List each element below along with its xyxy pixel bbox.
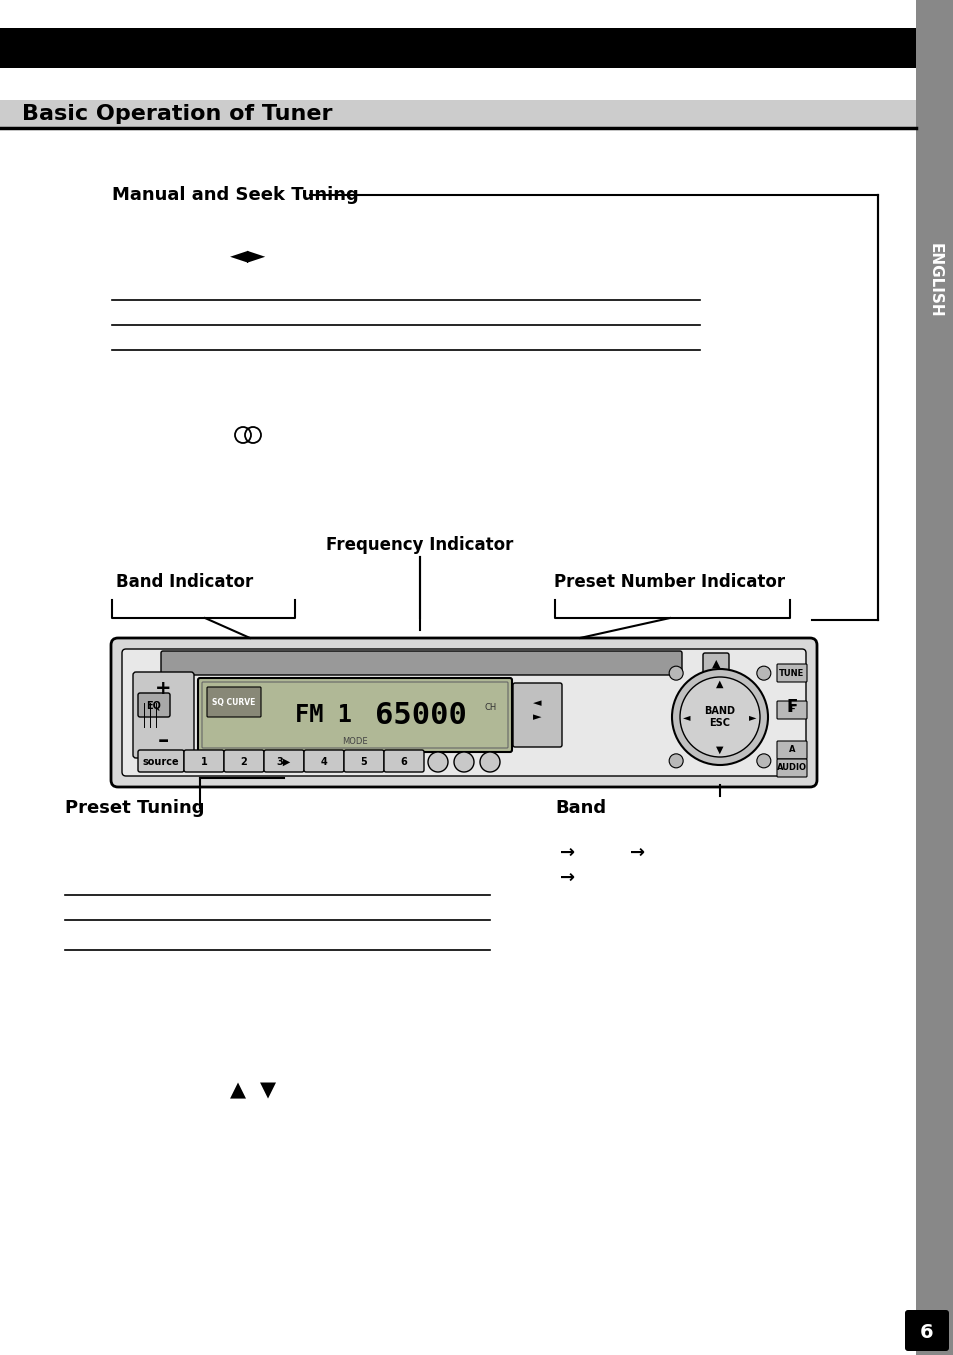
Text: Frequency Indicator: Frequency Indicator bbox=[326, 537, 513, 554]
Text: A: A bbox=[788, 745, 795, 755]
Text: ►: ► bbox=[532, 711, 540, 722]
Circle shape bbox=[668, 667, 682, 680]
Text: F: F bbox=[788, 706, 794, 714]
FancyBboxPatch shape bbox=[776, 664, 806, 682]
Text: TUNE: TUNE bbox=[779, 668, 803, 678]
Text: →: → bbox=[629, 844, 644, 862]
FancyBboxPatch shape bbox=[776, 759, 806, 776]
Text: ◄: ◄ bbox=[682, 711, 690, 722]
FancyBboxPatch shape bbox=[904, 1310, 948, 1351]
FancyBboxPatch shape bbox=[264, 751, 304, 772]
Circle shape bbox=[756, 753, 770, 768]
Text: ◄►: ◄► bbox=[230, 243, 266, 267]
FancyBboxPatch shape bbox=[513, 683, 561, 747]
Text: CH: CH bbox=[484, 702, 497, 711]
Text: ▲: ▲ bbox=[716, 679, 723, 688]
Text: →: → bbox=[559, 869, 575, 888]
Text: 1: 1 bbox=[200, 757, 207, 767]
Text: ◄: ◄ bbox=[532, 698, 540, 709]
FancyBboxPatch shape bbox=[776, 741, 806, 759]
FancyBboxPatch shape bbox=[224, 751, 264, 772]
Text: ▼: ▼ bbox=[260, 1080, 275, 1100]
FancyBboxPatch shape bbox=[111, 638, 816, 787]
Text: 2: 2 bbox=[240, 757, 247, 767]
FancyBboxPatch shape bbox=[207, 687, 261, 717]
Text: Band Indicator: Band Indicator bbox=[116, 573, 253, 591]
Circle shape bbox=[479, 752, 499, 772]
FancyBboxPatch shape bbox=[138, 751, 184, 772]
Text: AUDIO: AUDIO bbox=[776, 763, 806, 772]
Text: →: → bbox=[559, 844, 575, 862]
Bar bbox=[0, 28, 915, 68]
Text: 6: 6 bbox=[400, 757, 407, 767]
Circle shape bbox=[671, 669, 767, 766]
Text: ▼: ▼ bbox=[716, 745, 723, 755]
FancyBboxPatch shape bbox=[198, 678, 512, 752]
Text: EQ: EQ bbox=[147, 701, 161, 710]
FancyBboxPatch shape bbox=[304, 751, 344, 772]
Text: 4: 4 bbox=[320, 757, 327, 767]
Circle shape bbox=[756, 667, 770, 680]
Text: 65000: 65000 bbox=[375, 701, 466, 729]
Text: ▲: ▲ bbox=[711, 659, 720, 669]
FancyBboxPatch shape bbox=[384, 751, 423, 772]
Text: BAND
ESC: BAND ESC bbox=[703, 706, 735, 728]
Text: Preset Number Indicator: Preset Number Indicator bbox=[554, 573, 784, 591]
Circle shape bbox=[454, 752, 474, 772]
FancyBboxPatch shape bbox=[132, 672, 193, 757]
Text: ▲: ▲ bbox=[230, 1080, 246, 1100]
FancyBboxPatch shape bbox=[138, 692, 170, 717]
Text: –: – bbox=[157, 730, 169, 751]
Text: Band: Band bbox=[555, 799, 605, 817]
Text: ►: ► bbox=[748, 711, 756, 722]
Text: Basic Operation of Tuner: Basic Operation of Tuner bbox=[22, 104, 333, 125]
FancyBboxPatch shape bbox=[776, 701, 806, 720]
Text: 6: 6 bbox=[920, 1322, 933, 1341]
FancyBboxPatch shape bbox=[702, 653, 728, 675]
Circle shape bbox=[428, 752, 448, 772]
Text: Preset Tuning: Preset Tuning bbox=[65, 799, 204, 817]
Bar bbox=[0, 100, 915, 127]
Text: MODE: MODE bbox=[342, 737, 368, 747]
Circle shape bbox=[679, 678, 760, 757]
Text: Manual and Seek Tuning: Manual and Seek Tuning bbox=[112, 186, 358, 205]
Text: ENGLISH: ENGLISH bbox=[926, 243, 942, 317]
Text: +: + bbox=[154, 679, 172, 698]
FancyBboxPatch shape bbox=[344, 751, 384, 772]
Text: SQ CURVE: SQ CURVE bbox=[213, 698, 255, 706]
FancyBboxPatch shape bbox=[161, 650, 681, 675]
Text: F: F bbox=[785, 698, 797, 715]
FancyBboxPatch shape bbox=[122, 649, 805, 776]
Bar bbox=[915, 0, 953, 1355]
FancyBboxPatch shape bbox=[184, 751, 224, 772]
Text: source: source bbox=[143, 757, 179, 767]
Text: 5: 5 bbox=[360, 757, 367, 767]
Text: 3▶: 3▶ bbox=[276, 757, 291, 767]
Text: FM 1: FM 1 bbox=[294, 703, 352, 728]
Circle shape bbox=[668, 753, 682, 768]
